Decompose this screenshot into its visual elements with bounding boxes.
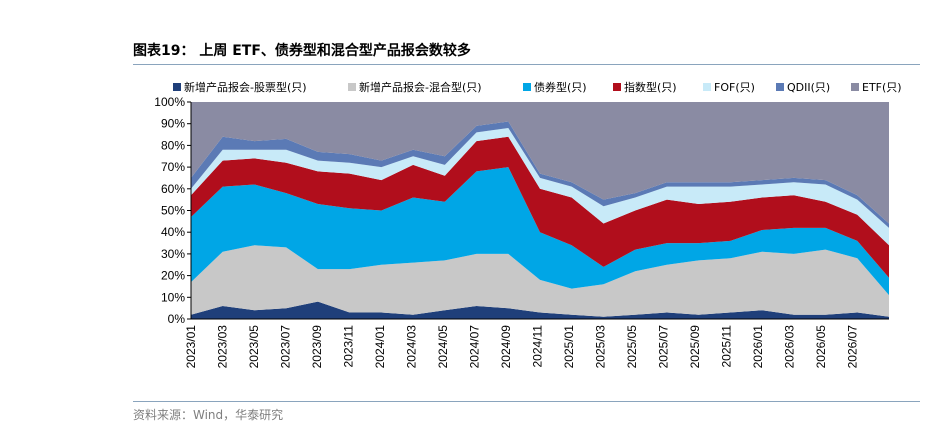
x-tick-label: 2023/09 <box>310 325 324 369</box>
y-tick-label: 60% <box>161 182 185 196</box>
title-divider <box>133 64 920 65</box>
area-series-4 <box>191 136 889 278</box>
x-tick-label: 2024/11 <box>531 325 545 368</box>
figure-title: 图表19： 上周 ETF、债券型和混合型产品报会数较多 <box>133 43 471 59</box>
x-tick-label: 2024/03 <box>405 325 419 369</box>
legend-swatch-7 <box>851 83 859 91</box>
x-tick-label: 2024/09 <box>499 325 513 369</box>
y-tick-label: 0% <box>168 312 186 326</box>
source-divider <box>133 401 920 402</box>
stacked-area-chart: 新增产品报会-股票型(只) 新增产品报会-混合型(只) 债券型(只) 指数型(只) FO… <box>154 80 902 368</box>
area-series-1 <box>191 301 889 319</box>
area-series-5 <box>191 128 889 246</box>
area-series <box>191 102 889 319</box>
y-tick-label: 20% <box>161 269 185 283</box>
legend-label-5: FOF(只) <box>714 81 755 94</box>
legend-swatch-5 <box>703 83 711 91</box>
area-series-7 <box>191 102 889 224</box>
x-tick-label: 2026/03 <box>783 325 797 369</box>
legend-swatch-6 <box>776 83 784 91</box>
x-tick-label: 2026/05 <box>814 325 828 369</box>
legend-swatch-4 <box>613 83 621 91</box>
y-tick-label: 80% <box>161 138 185 152</box>
x-tick-label: 2023/11 <box>342 325 356 368</box>
x-tick-label: 2024/05 <box>436 325 450 369</box>
y-tick-label: 10% <box>161 290 185 304</box>
y-tick-label: 90% <box>161 117 185 131</box>
y-tick-label: 70% <box>161 160 185 174</box>
y-tick-label: 40% <box>161 225 185 239</box>
area-series-2 <box>191 245 889 317</box>
x-tick-label: 2025/03 <box>594 325 608 369</box>
legend-label-4: 指数型(只) <box>624 80 677 94</box>
source-note: 资料来源：Wind，华泰研究 <box>133 408 284 422</box>
y-tick-label: 100% <box>154 95 185 109</box>
x-tick-label: 2026/07 <box>846 325 860 369</box>
axes: 0% 10% 20% 30% 40% 50% 60% 70% 80% 90% 100% 2023/01… <box>154 95 889 368</box>
x-tick-label: 2023/01 <box>184 325 198 369</box>
area-series-6 <box>191 121 889 228</box>
legend-swatch-3 <box>523 83 531 91</box>
legend-label-3: 债券型(只) <box>534 80 587 94</box>
x-tick-label: 2024/07 <box>468 325 482 369</box>
x-tick-label: 2025/07 <box>657 325 671 369</box>
area-series-3 <box>191 167 889 296</box>
x-tick-label: 2025/01 <box>562 325 576 369</box>
legend-label-2: 新增产品报会-混合型(只) <box>359 80 482 94</box>
x-tick-label: 2026/01 <box>751 325 765 369</box>
y-tick-label: 50% <box>161 204 185 218</box>
y-tick-label: 30% <box>161 247 185 261</box>
x-tick-label: 2025/09 <box>688 325 702 369</box>
legend-label-6: QDII(只) <box>787 81 830 94</box>
x-tick-label: 2025/05 <box>625 325 639 369</box>
legend-swatch-2 <box>348 83 356 91</box>
legend: 新增产品报会-股票型(只) 新增产品报会-混合型(只) 债券型(只) 指数型(只) FO… <box>173 80 902 94</box>
x-tick-label: 2025/11 <box>720 325 734 368</box>
x-tick-label: 2023/05 <box>247 325 261 369</box>
legend-label-7: ETF(只) <box>862 81 902 94</box>
legend-label-1: 新增产品报会-股票型(只) <box>184 80 307 94</box>
legend-swatch-1 <box>173 83 181 91</box>
x-tick-label: 2023/03 <box>216 325 230 369</box>
x-tick-label: 2024/01 <box>373 325 387 369</box>
x-tick-label: 2023/07 <box>279 325 293 369</box>
